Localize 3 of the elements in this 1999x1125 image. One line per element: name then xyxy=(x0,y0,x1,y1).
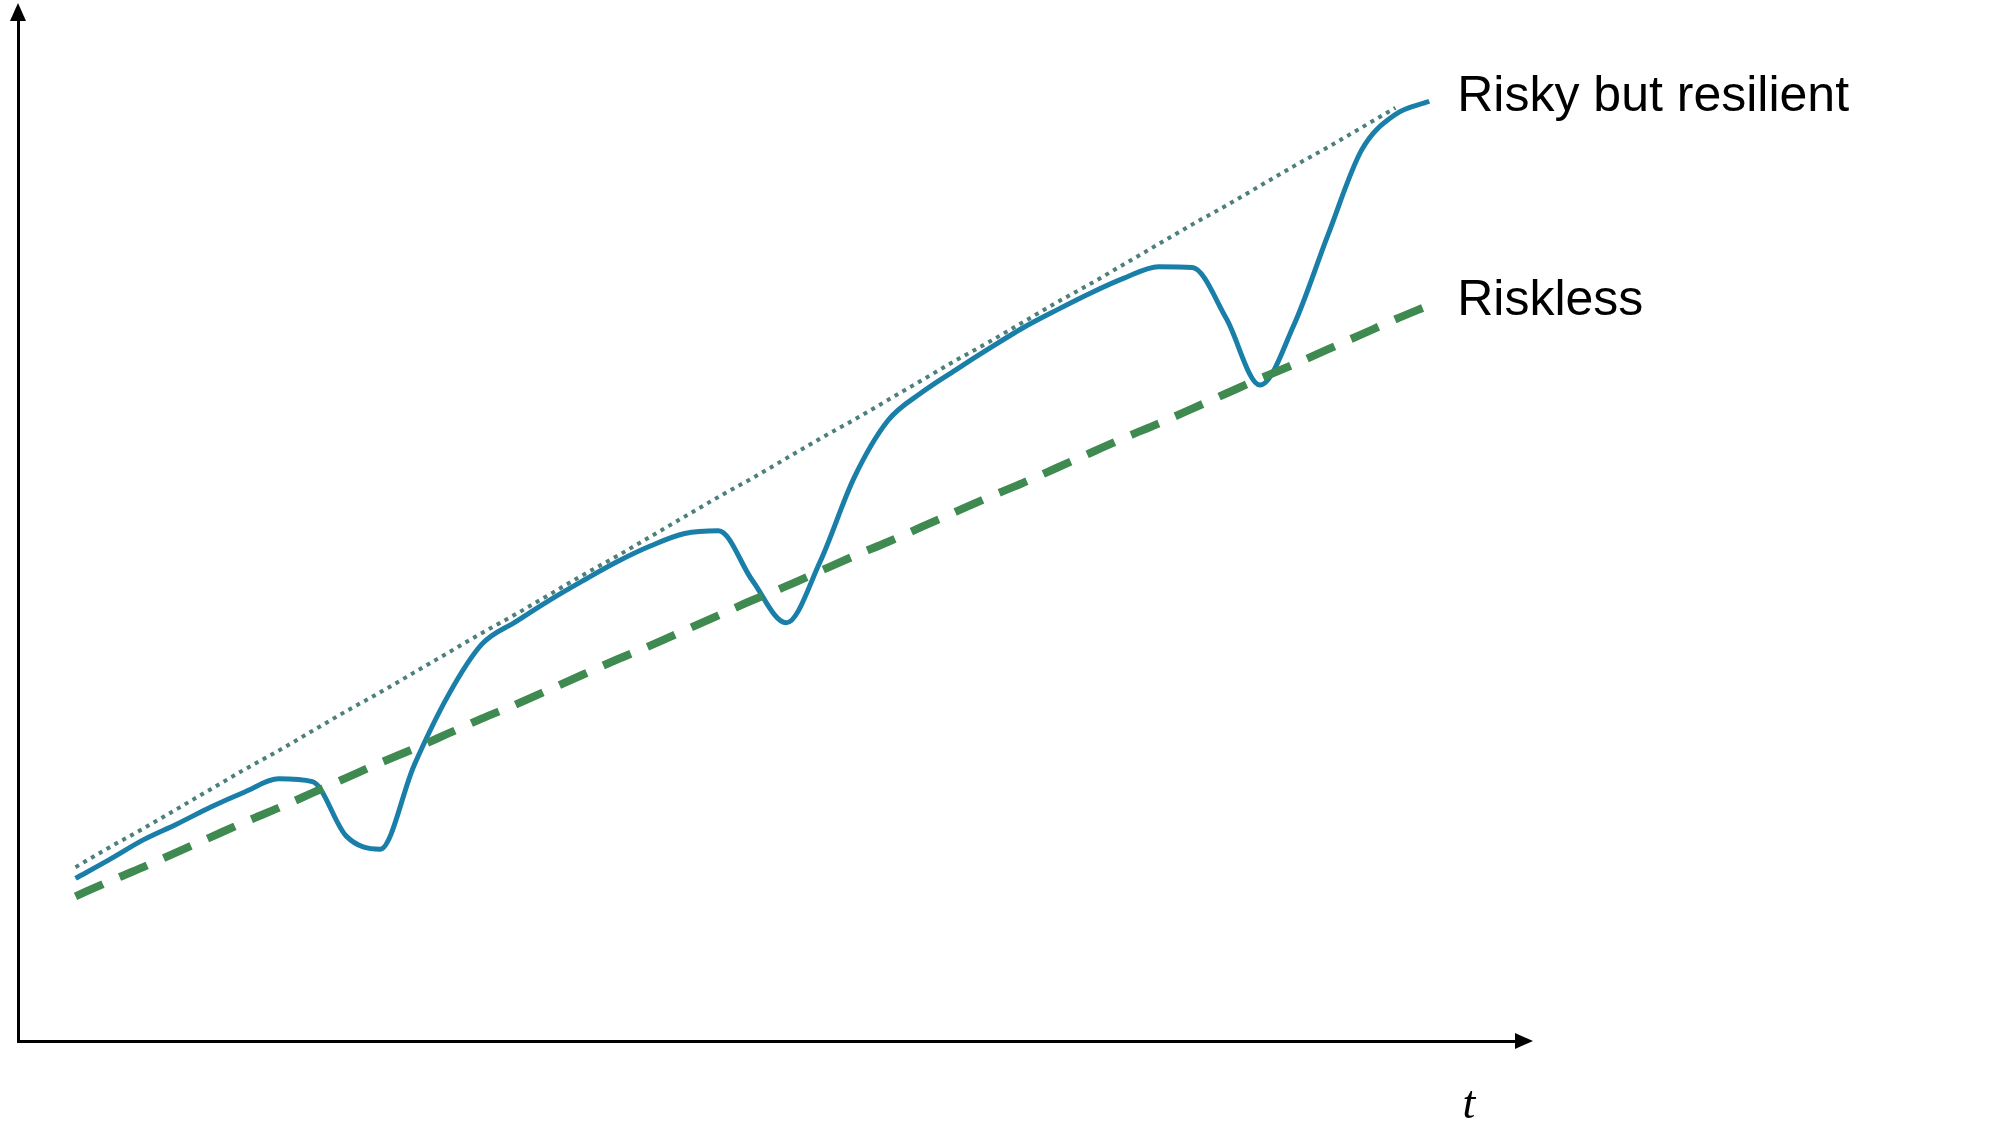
x-axis-title: t xyxy=(1462,1077,1477,1125)
series-label: Riskless xyxy=(1457,269,1644,326)
series-label: Risky but resilient xyxy=(1457,66,1850,123)
